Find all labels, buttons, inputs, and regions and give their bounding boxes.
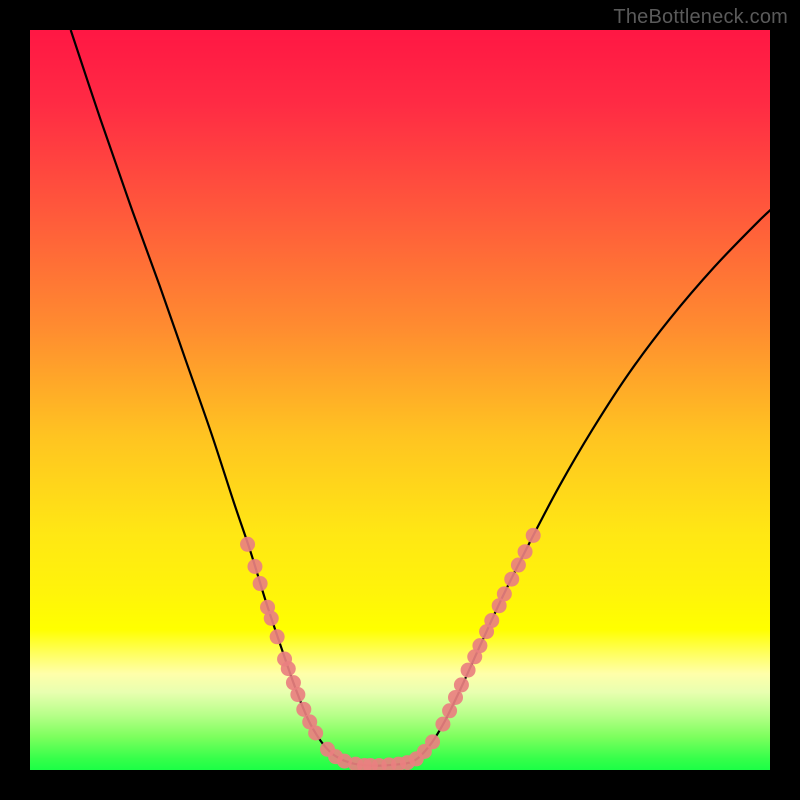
data-marker bbox=[281, 661, 296, 676]
data-marker bbox=[484, 613, 499, 628]
watermark-text: TheBottleneck.com bbox=[613, 6, 788, 29]
data-marker bbox=[425, 734, 440, 749]
data-marker bbox=[511, 558, 526, 573]
data-marker bbox=[442, 703, 457, 718]
data-marker bbox=[264, 611, 279, 626]
data-marker bbox=[270, 629, 285, 644]
data-marker bbox=[308, 726, 323, 741]
data-marker bbox=[461, 663, 476, 678]
data-marker bbox=[247, 559, 262, 574]
data-marker bbox=[454, 677, 469, 692]
data-marker bbox=[504, 572, 519, 587]
chart-root: TheBottleneck.com bbox=[0, 0, 800, 800]
data-marker bbox=[526, 528, 541, 543]
data-marker bbox=[518, 544, 533, 559]
gradient-background bbox=[30, 30, 770, 770]
data-marker bbox=[497, 586, 512, 601]
data-marker bbox=[290, 687, 305, 702]
data-marker bbox=[435, 717, 450, 732]
data-marker bbox=[240, 537, 255, 552]
data-marker bbox=[253, 576, 268, 591]
plot-area bbox=[30, 30, 770, 770]
data-marker bbox=[472, 638, 487, 653]
chart-svg bbox=[30, 30, 770, 770]
